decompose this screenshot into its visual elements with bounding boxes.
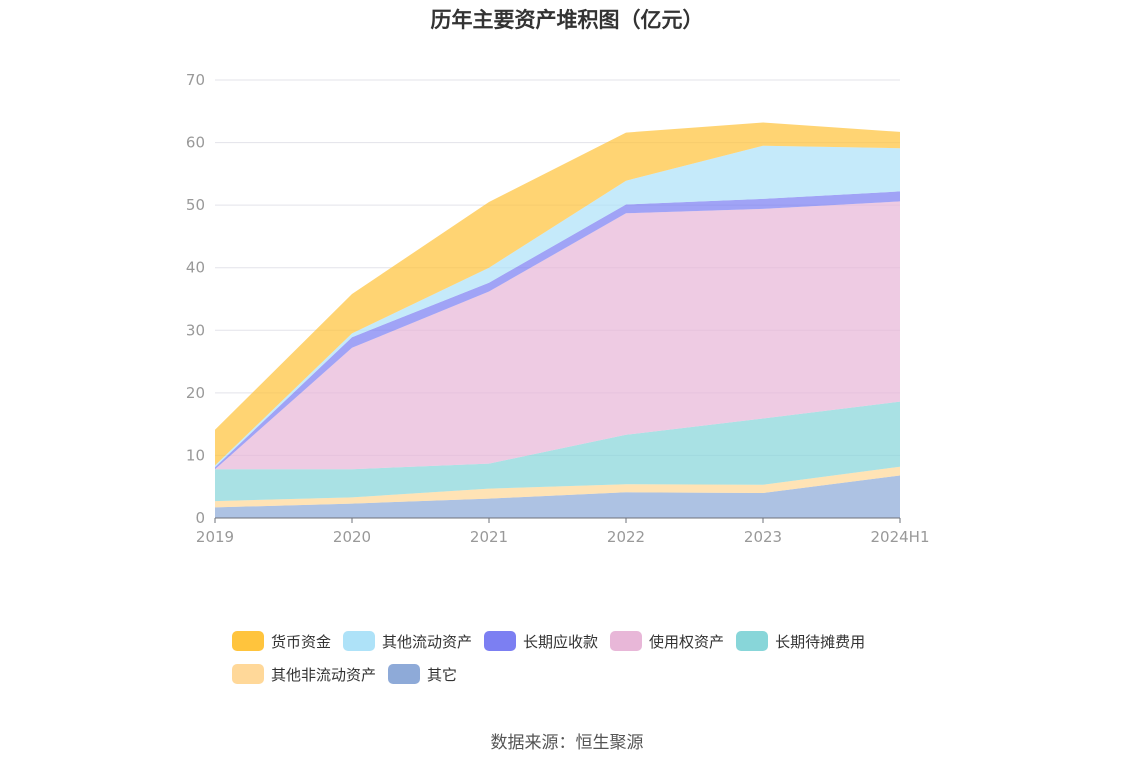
area-series (215, 401, 900, 502)
y-tick-label: 70 (186, 71, 205, 89)
chart-title: 历年主要资产堆积图（亿元） (430, 8, 704, 32)
legend-item[interactable]: 其它 (388, 663, 457, 685)
area-series (215, 145, 900, 468)
area-series (215, 191, 900, 470)
area-series (215, 122, 900, 518)
x-tick-label: 2022 (607, 528, 645, 546)
y-tick-label: 0 (195, 509, 205, 527)
area-series (215, 475, 900, 518)
legend-label: 其它 (427, 665, 458, 684)
legend-item[interactable]: 其他流动资产 (343, 630, 472, 652)
legend-swatch (232, 631, 264, 651)
legend: 货币资金 其他流动资产 长期应收款 使用权资产 长期待摊费用其他非流动资产 其它 (232, 630, 932, 685)
y-tick-label: 20 (186, 384, 205, 402)
y-tick-label: 10 (186, 446, 205, 464)
y-tick-label: 50 (186, 196, 205, 214)
legend-item[interactable]: 其他非流动资产 (232, 663, 376, 685)
x-tick-label: 2020 (333, 528, 371, 546)
x-tick-label: 2023 (744, 528, 782, 546)
legend-label: 长期待摊费用 (775, 632, 866, 651)
legend-swatch (736, 631, 769, 651)
y-tick-label: 60 (186, 134, 205, 152)
area-series (215, 201, 900, 470)
legend-swatch (484, 631, 517, 651)
y-tick-label: 30 (186, 321, 205, 339)
data-source: 数据来源：恒生聚源 (490, 733, 644, 753)
x-tick-label: 2021 (470, 528, 508, 546)
legend-swatch (343, 631, 376, 651)
legend-item[interactable]: 长期待摊费用 (736, 630, 865, 652)
legend-swatch (388, 664, 421, 684)
area-series (215, 122, 900, 466)
legend-item[interactable]: 长期应收款 (484, 630, 598, 652)
legend-label: 货币资金 (271, 632, 332, 651)
y-tick-label: 40 (186, 259, 205, 277)
legend-item[interactable]: 货币资金 (232, 630, 331, 652)
legend-label: 长期应收款 (523, 632, 599, 651)
legend-item[interactable]: 使用权资产 (610, 630, 724, 652)
area-series (215, 466, 900, 508)
legend-label: 使用权资产 (649, 632, 725, 651)
x-tick-label: 2024H1 (871, 528, 930, 546)
legend-label: 其他流动资产 (382, 632, 473, 651)
axes: 0 10 20 30 40 50 60 70 2019 2020 2021 2022 2023 2024H… (186, 71, 930, 546)
x-tick-label: 2019 (196, 528, 234, 546)
legend-swatch (610, 631, 643, 651)
legend-swatch (232, 664, 264, 684)
legend-label: 其他非流动资产 (271, 665, 377, 684)
